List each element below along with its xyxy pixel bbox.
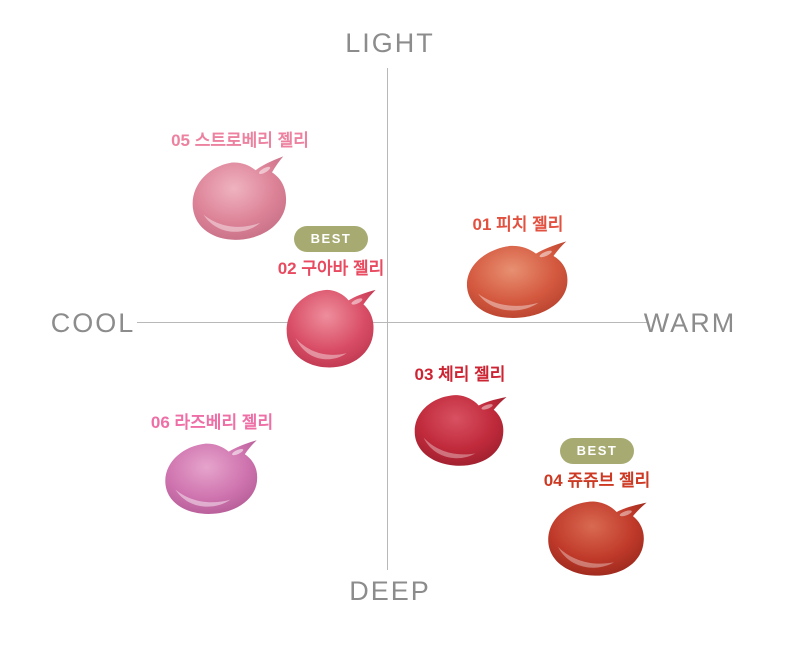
lip-swatch [548,501,647,576]
product-06-raspberry: 06 라즈베리 젤리 [132,412,292,517]
lip-swatch [192,156,287,240]
product-label: 04 쥬쥬브 젤리 [543,471,651,490]
product-03-cherry: 03 체리 젤리 [380,364,540,469]
vertical-axis-line [387,68,388,570]
axis-label-warm: WARM [643,308,737,338]
product-04-jujube: BEST 04 쥬쥬브 젤리 [517,438,677,579]
lip-swatch [286,289,376,368]
product-02-guava: BEST 02 구아바 젤리 [251,226,411,371]
product-label: 02 구아바 젤리 [277,259,385,278]
product-01-peach: 01 피치 젤리 [438,214,598,321]
lip-swatch [165,440,258,514]
product-label: 01 피치 젤리 [472,215,564,234]
best-badge: BEST [293,226,369,252]
best-badge: BEST [559,438,635,464]
axis-label-light: LIGHT [345,28,435,58]
horizontal-axis-line [137,322,648,323]
lip-swatch [414,395,507,466]
product-label: 03 체리 젤리 [414,365,506,384]
product-label: 06 라즈베리 젤리 [150,413,274,432]
axis-label-deep: DEEP [349,576,431,606]
lip-swatch [467,241,568,318]
product-label: 05 스트로베리 젤리 [171,131,309,150]
axis-label-cool: COOL [50,308,136,338]
product-05-strawberry: 05 스트로베리 젤리 [160,130,320,243]
